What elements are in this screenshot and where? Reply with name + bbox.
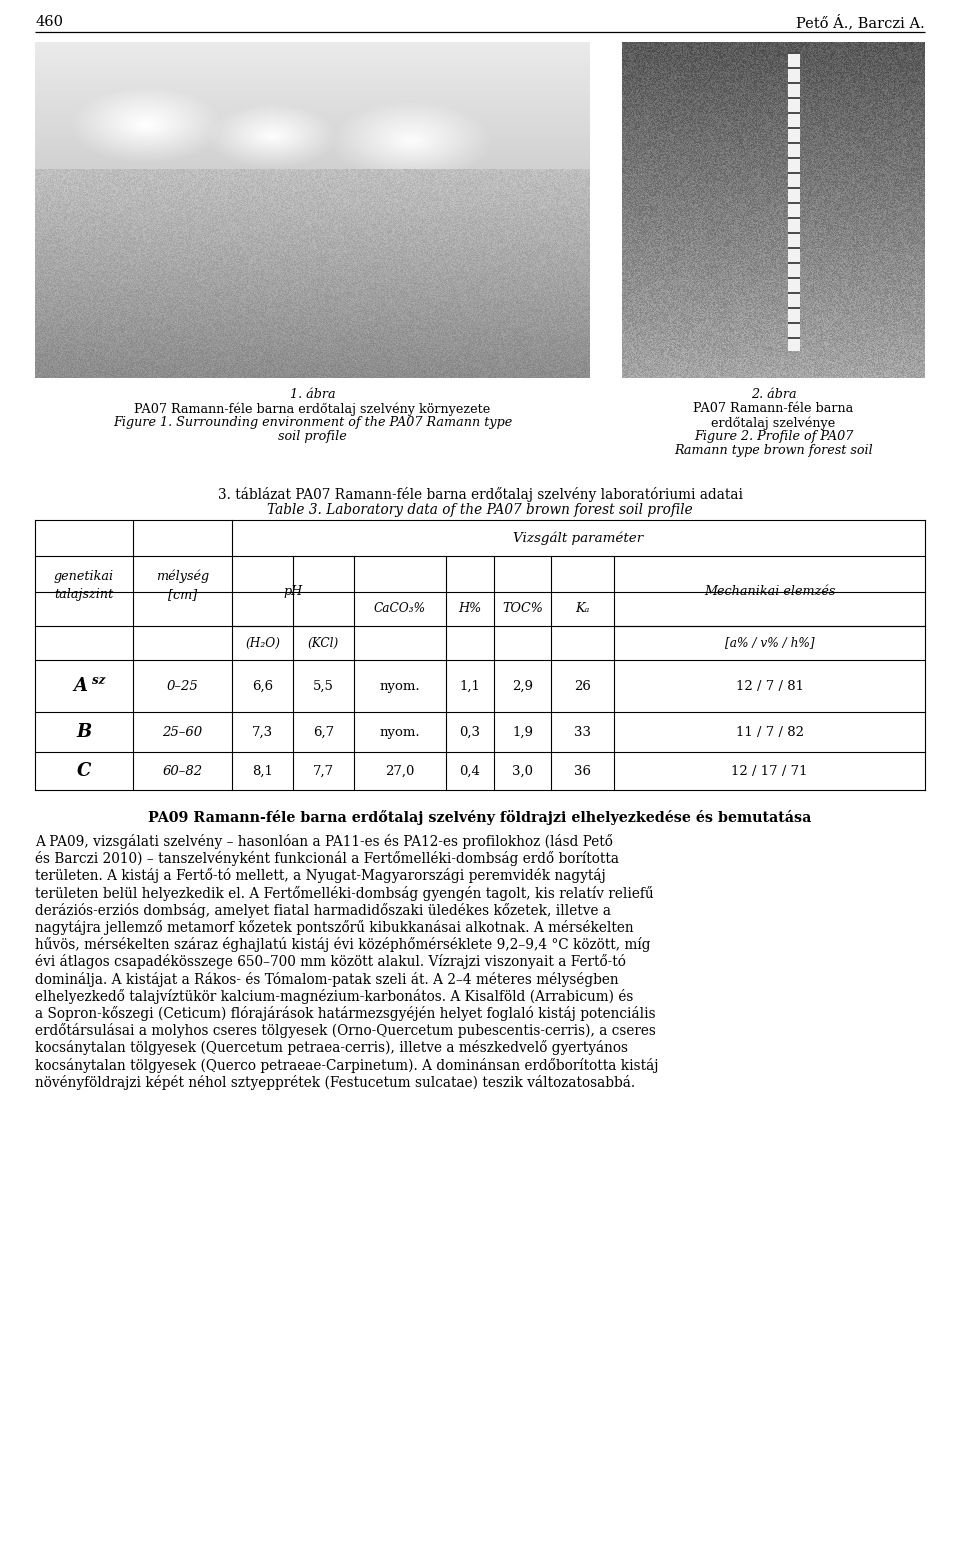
- Text: PA07 Ramann-féle barna: PA07 Ramann-féle barna: [693, 402, 853, 415]
- Text: Pető Á., Barczi A.: Pető Á., Barczi A.: [796, 14, 925, 30]
- Text: [a% / v% / h%]: [a% / v% / h%]: [725, 636, 814, 650]
- Text: 8,1: 8,1: [252, 764, 273, 778]
- Text: kocsánytalan tölgyesek (Quercetum petraea-cerris), illetve a mészkedvelő gyertyá: kocsánytalan tölgyesek (Quercetum petrae…: [35, 1040, 628, 1055]
- Text: sz: sz: [92, 673, 106, 686]
- Text: 1. ábra: 1. ábra: [290, 388, 335, 401]
- Text: 12 / 17 / 71: 12 / 17 / 71: [732, 764, 807, 778]
- Text: 1,9: 1,9: [512, 725, 533, 739]
- Text: mélység
[cm]: mélység [cm]: [156, 569, 209, 600]
- Text: 25–60: 25–60: [162, 725, 203, 739]
- Text: területen belül helyezkedik el. A Fertőmelléki-dombság gyengén tagolt, kis relat: területen belül helyezkedik el. A Fertőm…: [35, 886, 654, 901]
- Text: 3,0: 3,0: [512, 764, 533, 778]
- Text: 3. táblázat PA07 Ramann-féle barna erdőtalaj szelvény laboratóriumi adatai: 3. táblázat PA07 Ramann-féle barna erdőt…: [218, 486, 742, 502]
- Text: A PA09, vizsgálati szelvény – hasonlóan a PA11-es és PA12-es profilokhoz (lásd P: A PA09, vizsgálati szelvény – hasonlóan …: [35, 834, 612, 850]
- Text: (KCl): (KCl): [308, 636, 339, 650]
- Text: 12 / 7 / 81: 12 / 7 / 81: [735, 680, 804, 692]
- Text: területen. A kistáj a Fertő-tó mellett, a Nyugat-Magyarországi peremvidék nagytá: területen. A kistáj a Fertő-tó mellett, …: [35, 868, 606, 884]
- Text: Figure 1. Surrounding environment of the PA07 Ramann type: Figure 1. Surrounding environment of the…: [113, 416, 512, 429]
- Text: 0,4: 0,4: [460, 764, 480, 778]
- Text: elhelyezkedő talajvíztükör kalcium-magnézium-karbonátos. A Kisalföld (Arrabicum): elhelyezkedő talajvíztükör kalcium-magné…: [35, 988, 634, 1004]
- Text: 0,3: 0,3: [460, 725, 481, 739]
- Text: 11 / 7 / 82: 11 / 7 / 82: [735, 725, 804, 739]
- Text: A: A: [73, 677, 87, 695]
- Text: 1,1: 1,1: [460, 680, 480, 692]
- Text: Mechanikai elemzés: Mechanikai elemzés: [704, 585, 835, 597]
- Text: nagytájra jellemző metamorf kőzetek pontszőrű kibukkanásai alkotnak. A mérsékelt: nagytájra jellemző metamorf kőzetek pont…: [35, 920, 634, 935]
- Text: PA09 Ramann-féle barna erdőtalaj szelvény földrajzi elhelyezkedése és bemutatása: PA09 Ramann-féle barna erdőtalaj szelvén…: [148, 811, 812, 825]
- Text: a Sopron-kőszegi (Ceticum) flórajárások határmezsgyéjén helyet foglaló kistáj po: a Sopron-kőszegi (Ceticum) flórajárások …: [35, 1006, 656, 1021]
- Text: soil profile: soil profile: [278, 430, 347, 443]
- Text: 6,6: 6,6: [252, 680, 273, 692]
- Text: TOC%: TOC%: [502, 602, 543, 614]
- Text: Kₐ: Kₐ: [575, 602, 589, 614]
- Text: dominálja. A kistájat a Rákos- és Tómalom-patak szeli át. A 2–4 méteres mélységb: dominálja. A kistájat a Rákos- és Tómalo…: [35, 971, 618, 987]
- Text: CaCO₃%: CaCO₃%: [374, 602, 426, 614]
- Text: nyom.: nyom.: [380, 725, 420, 739]
- Text: Figure 2. Profile of PA07: Figure 2. Profile of PA07: [694, 430, 853, 443]
- Text: genetikai
talajszint: genetikai talajszint: [54, 569, 114, 600]
- Text: 0–25: 0–25: [167, 680, 199, 692]
- Text: Ramann type brown forest soil: Ramann type brown forest soil: [674, 444, 873, 457]
- Text: B: B: [77, 723, 91, 741]
- Text: H%: H%: [458, 602, 482, 614]
- Text: 460: 460: [35, 16, 63, 30]
- Text: 60–82: 60–82: [162, 764, 203, 778]
- Text: 27,0: 27,0: [385, 764, 415, 778]
- Text: 2. ábra: 2. ábra: [751, 388, 796, 401]
- Text: évi átlagos csapadékösszege 650–700 mm között alakul. Vízrajzi viszonyait a Fert: évi átlagos csapadékösszege 650–700 mm k…: [35, 954, 626, 970]
- Text: PA07 Ramann-féle barna erdőtalaj szelvény környezete: PA07 Ramann-féle barna erdőtalaj szelvén…: [134, 402, 491, 416]
- Text: 33: 33: [574, 725, 591, 739]
- Text: 2,9: 2,9: [512, 680, 533, 692]
- Text: C: C: [77, 762, 91, 780]
- Text: 7,3: 7,3: [252, 725, 273, 739]
- Text: 36: 36: [574, 764, 591, 778]
- Text: 5,5: 5,5: [313, 680, 334, 692]
- Text: kocsánytalan tölgyesek (Querco petraeae-Carpinetum). A dominánsan erdőborította : kocsánytalan tölgyesek (Querco petraeae-…: [35, 1057, 659, 1073]
- Text: 6,7: 6,7: [313, 725, 334, 739]
- Text: 7,7: 7,7: [313, 764, 334, 778]
- Text: növényföldrajzi képét néhol sztyepprétek (Festucetum sulcatae) teszik változatos: növényföldrajzi képét néhol sztyepprétek…: [35, 1074, 636, 1090]
- Text: 26: 26: [574, 680, 591, 692]
- Text: pH: pH: [283, 585, 302, 597]
- Text: deráziós-erziós dombság, amelyet fiatal harmadidőszaki üledékes kőzetek, illetve: deráziós-erziós dombság, amelyet fiatal …: [35, 903, 611, 918]
- Text: Table 3. Laboratory data of the PA07 brown forest soil profile: Table 3. Laboratory data of the PA07 bro…: [267, 504, 693, 518]
- Text: Vizsgált paraméter: Vizsgált paraméter: [514, 532, 643, 544]
- Text: hűvös, mérsékelten száraz éghajlatú kistáj évi középhőmérséklete 9,2–9,4 °C közö: hűvös, mérsékelten száraz éghajlatú kist…: [35, 937, 651, 953]
- Text: és Barczi 2010) – tanszelvényként funkcionál a Fertőmelléki-dombság erdő borítot: és Barczi 2010) – tanszelvényként funkci…: [35, 851, 619, 867]
- Text: erdőtalaj szelvénye: erdőtalaj szelvénye: [711, 416, 835, 429]
- Text: (H₂O): (H₂O): [245, 636, 280, 650]
- Text: nyom.: nyom.: [380, 680, 420, 692]
- Text: erdőtársulásai a molyhos cseres tölgyesek (Orno-Quercetum pubescentis-cerris), a: erdőtársulásai a molyhos cseres tölgyese…: [35, 1023, 656, 1038]
